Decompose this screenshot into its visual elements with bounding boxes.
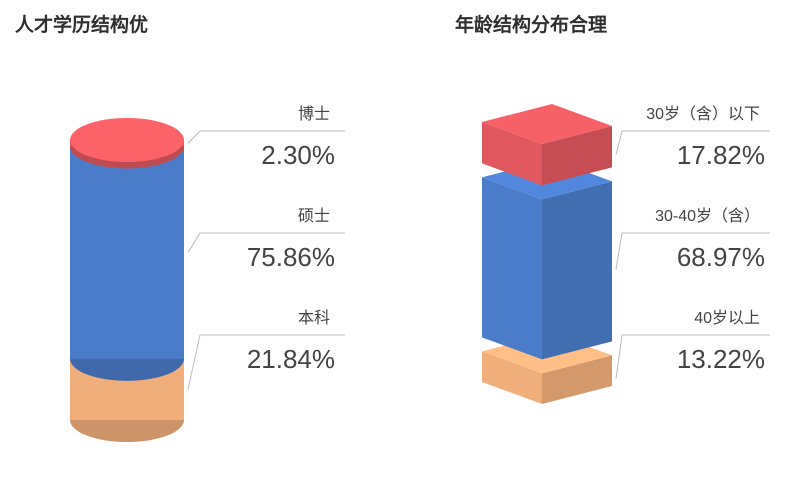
leader-line xyxy=(187,232,345,253)
leader-line xyxy=(615,130,770,155)
cube-front xyxy=(482,351,542,404)
category-label: 30-40岁（含） xyxy=(655,207,760,225)
category-label: 30岁（含）以下 xyxy=(646,105,760,123)
value-label: 13.22% xyxy=(677,344,765,374)
cube-front xyxy=(482,177,542,360)
cube-side xyxy=(542,126,612,186)
value-label: 21.84% xyxy=(247,344,335,374)
cube-side xyxy=(542,181,612,360)
value-label: 75.86% xyxy=(247,242,335,272)
value-label: 17.82% xyxy=(677,140,765,170)
leader-line xyxy=(615,334,770,379)
cube-side xyxy=(542,355,612,404)
category-label: 硕士 xyxy=(298,207,330,225)
cube-front xyxy=(482,122,542,186)
cube-top xyxy=(482,104,612,144)
category-label: 本科 xyxy=(298,309,330,327)
value-label: 2.30% xyxy=(261,140,335,170)
category-label: 40岁以上 xyxy=(694,309,760,327)
chart-title: 年龄结构分布合理 xyxy=(455,13,607,36)
leader-line xyxy=(615,232,770,270)
leader-line xyxy=(187,130,345,144)
segment-top xyxy=(70,118,184,162)
category-label: 博士 xyxy=(298,105,330,123)
leader-line xyxy=(187,334,345,390)
value-label: 68.97% xyxy=(677,242,765,272)
segment-body xyxy=(70,146,184,359)
chart-title: 人才学历结构优 xyxy=(15,13,148,36)
